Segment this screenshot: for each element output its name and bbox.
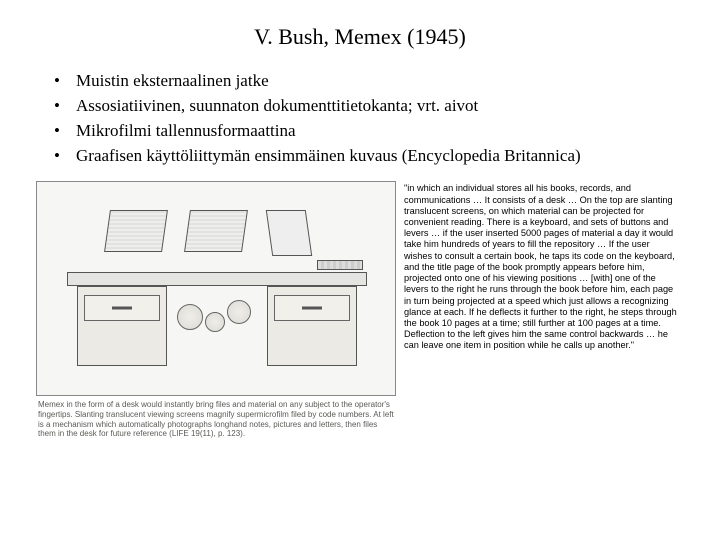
desk-top-icon bbox=[67, 272, 367, 286]
desk-pedestal-icon bbox=[77, 286, 167, 366]
handle-icon bbox=[112, 307, 132, 310]
mechanism-icon bbox=[177, 294, 257, 354]
bullet-text: Assosiatiivinen, suunnaton dokumenttitie… bbox=[76, 95, 684, 117]
gear-icon bbox=[177, 304, 203, 330]
quote-text: "in which an individual stores all his b… bbox=[404, 181, 684, 351]
bullet-text: Mikrofilmi tallennusformaattina bbox=[76, 120, 684, 142]
figure-caption: Memex in the form of a desk would instan… bbox=[36, 400, 396, 438]
viewing-screen-icon bbox=[266, 210, 312, 256]
slide-title: V. Bush, Memex (1945) bbox=[36, 24, 684, 50]
handle-icon bbox=[302, 307, 322, 310]
figure-column: Memex in the form of a desk would instan… bbox=[36, 181, 396, 438]
gear-icon bbox=[205, 312, 225, 332]
bullet-text: Graafisen käyttöliittymän ensimmäinen ku… bbox=[76, 145, 684, 167]
drawer-icon bbox=[274, 295, 350, 321]
list-item: • Mikrofilmi tallennusformaattina bbox=[54, 120, 684, 142]
list-item: • Graafisen käyttöliittymän ensimmäinen … bbox=[54, 145, 684, 167]
drawer-icon bbox=[84, 295, 160, 321]
bullet-icon: • bbox=[54, 70, 76, 92]
lower-row: Memex in the form of a desk would instan… bbox=[36, 181, 684, 438]
list-item: • Muistin eksternaalinen jatke bbox=[54, 70, 684, 92]
gear-icon bbox=[227, 300, 251, 324]
bullet-icon: • bbox=[54, 145, 76, 167]
bullet-text: Muistin eksternaalinen jatke bbox=[76, 70, 684, 92]
keyboard-icon bbox=[317, 260, 363, 270]
memex-illustration bbox=[36, 181, 396, 396]
viewing-screen-icon bbox=[104, 210, 168, 252]
bullet-icon: • bbox=[54, 95, 76, 117]
bullet-icon: • bbox=[54, 120, 76, 142]
viewing-screen-icon bbox=[184, 210, 248, 252]
bullet-list: • Muistin eksternaalinen jatke • Assosia… bbox=[54, 70, 684, 167]
list-item: • Assosiatiivinen, suunnaton dokumenttit… bbox=[54, 95, 684, 117]
desk-pedestal-icon bbox=[267, 286, 357, 366]
